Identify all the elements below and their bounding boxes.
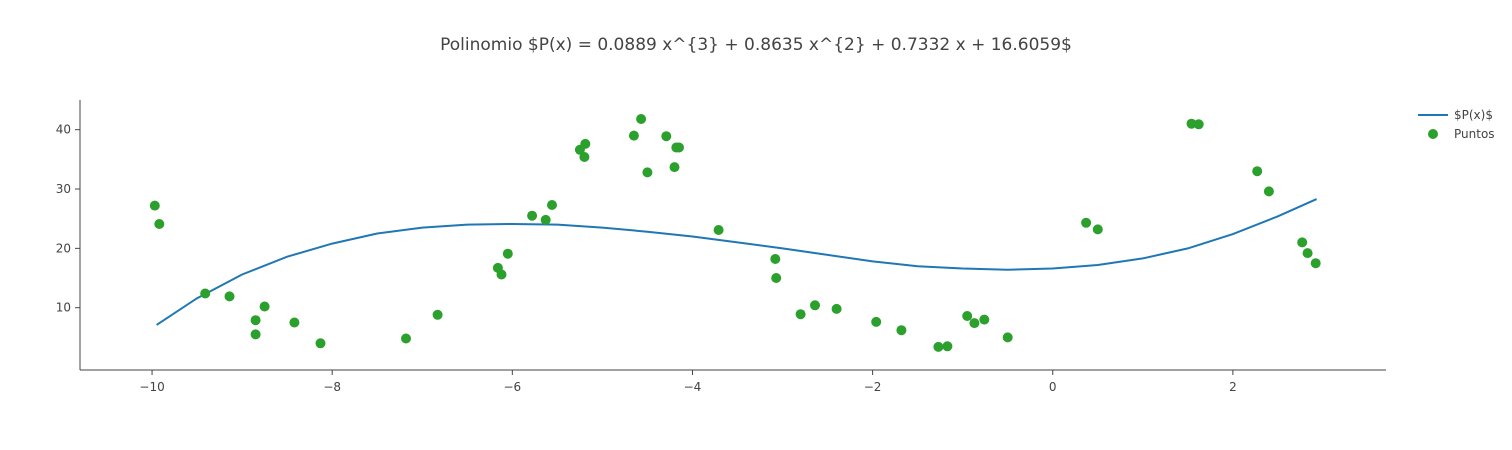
data-point xyxy=(1297,237,1308,248)
data-point xyxy=(315,338,326,349)
data-point xyxy=(962,311,973,321)
plot-series xyxy=(149,114,1321,352)
data-point xyxy=(642,167,653,178)
legend-swatch-marker xyxy=(1428,129,1438,139)
data-point xyxy=(579,152,590,162)
x-tick-label: −10 xyxy=(139,380,164,394)
data-point xyxy=(289,317,300,328)
data-point xyxy=(770,254,781,264)
x-tick-label: −8 xyxy=(323,380,341,394)
data-point xyxy=(795,309,806,320)
series-markers-puntos xyxy=(149,114,1321,352)
y-tick-label: 40 xyxy=(56,123,71,137)
data-point xyxy=(1081,217,1092,228)
data-point xyxy=(432,309,443,320)
data-point xyxy=(1302,248,1313,259)
data-point xyxy=(628,130,639,141)
data-point xyxy=(401,333,411,344)
series-line-polynomial xyxy=(156,198,1318,326)
x-tick-label: 2 xyxy=(1229,380,1237,394)
y-tick-label: 20 xyxy=(56,241,71,255)
chart-title: Polinomio $P(x) = 0.0889 x^{3} + 0.8635 … xyxy=(440,35,1072,55)
x-tick-label: −2 xyxy=(864,380,882,394)
data-point xyxy=(224,291,235,302)
data-point xyxy=(871,316,882,327)
data-point xyxy=(979,314,990,325)
data-point xyxy=(942,341,953,352)
x-tick-label: −4 xyxy=(684,380,702,394)
data-point xyxy=(771,273,782,283)
data-point xyxy=(674,142,684,153)
x-tick-label: −6 xyxy=(503,380,521,394)
x-tick-label: 0 xyxy=(1049,380,1057,394)
data-point xyxy=(669,162,680,173)
data-point xyxy=(154,219,165,229)
legend-item[interactable]: $P(x)$ xyxy=(1418,108,1493,122)
data-point xyxy=(969,318,980,329)
data-point xyxy=(661,131,672,142)
x-axis-ticks: −10 −8 −6 −4 −2 0 2 xyxy=(139,370,1237,394)
data-point xyxy=(1092,224,1103,235)
data-point xyxy=(1252,166,1263,177)
data-point xyxy=(502,248,513,259)
y-axis-ticks: 10 20 30 40 xyxy=(56,123,80,315)
data-point xyxy=(527,210,538,221)
legend-item[interactable]: Puntos xyxy=(1428,127,1495,141)
legend-label: $P(x)$ xyxy=(1454,108,1493,122)
data-point xyxy=(547,200,557,210)
data-point xyxy=(149,200,160,211)
data-point xyxy=(1002,332,1013,343)
legend-label: Puntos xyxy=(1454,127,1495,141)
data-point xyxy=(200,288,211,299)
y-tick-label: 10 xyxy=(56,301,71,315)
data-point xyxy=(580,138,591,149)
data-point xyxy=(250,315,261,326)
y-tick-label: 30 xyxy=(56,182,71,196)
data-point xyxy=(831,303,842,314)
data-point xyxy=(1310,258,1321,269)
data-point xyxy=(713,225,724,235)
data-point xyxy=(636,114,647,124)
axes xyxy=(79,100,1386,371)
data-point xyxy=(259,301,270,312)
data-point xyxy=(1186,118,1197,129)
data-point xyxy=(810,300,820,311)
data-point xyxy=(1193,119,1204,130)
data-point xyxy=(250,329,261,340)
data-point xyxy=(1263,186,1274,197)
legend[interactable]: $P(x)$ Puntos xyxy=(1418,108,1495,141)
data-point xyxy=(896,325,907,336)
data-point xyxy=(933,341,944,352)
data-point xyxy=(540,214,551,225)
data-point xyxy=(496,269,507,280)
